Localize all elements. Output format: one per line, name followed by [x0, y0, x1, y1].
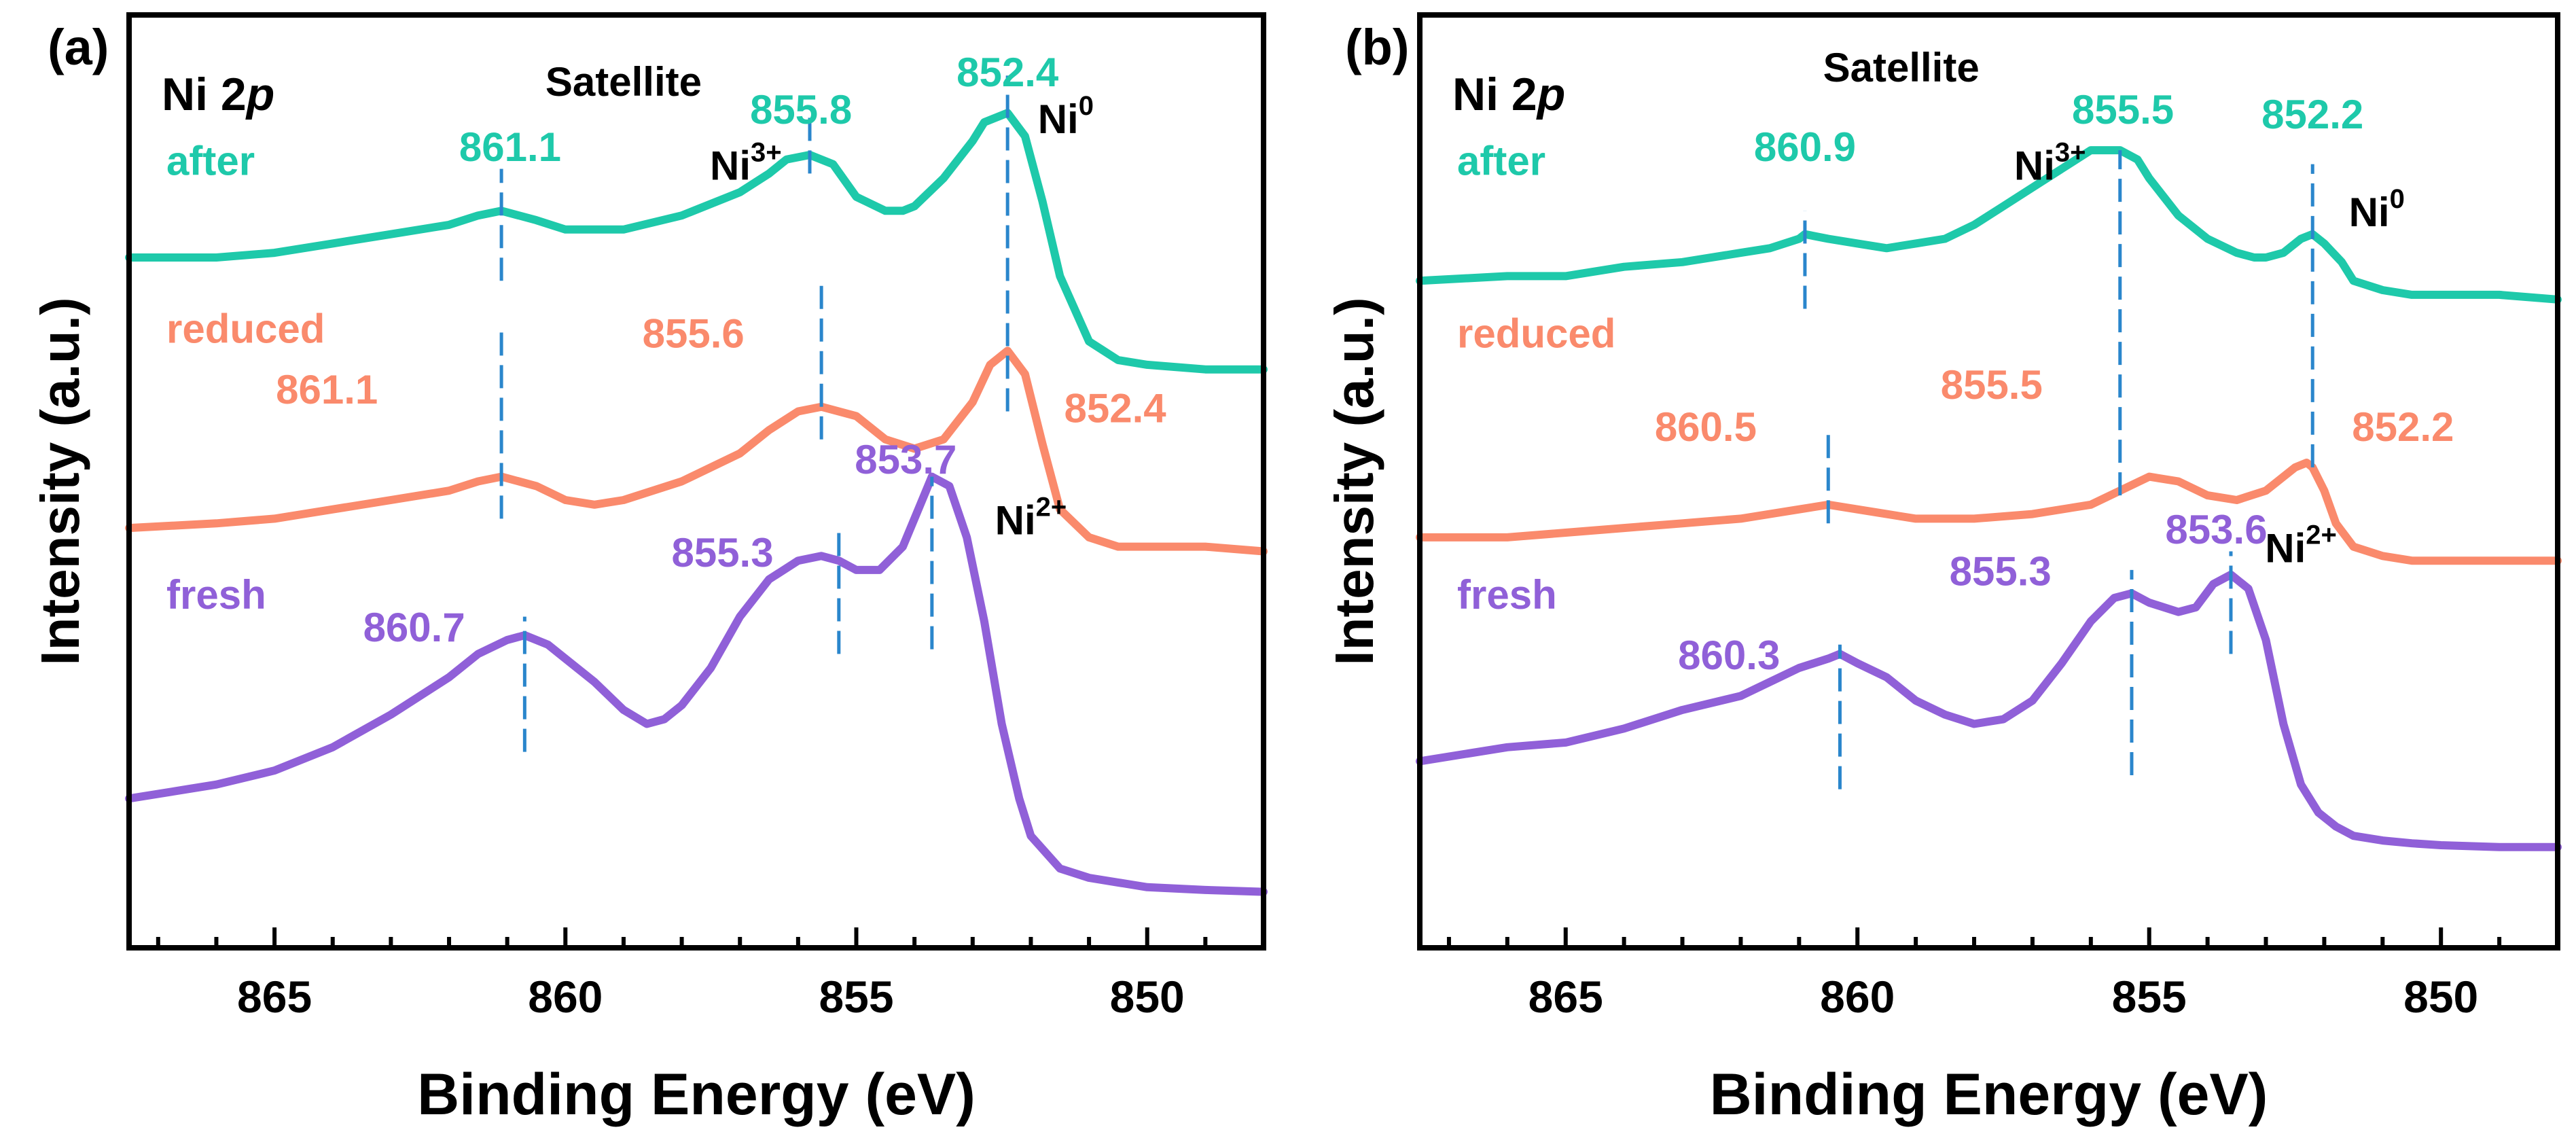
peak-label-fresh-853.6: 853.6	[2165, 507, 2267, 552]
x-axis-label: Binding Energy (eV)	[417, 1062, 976, 1127]
x-tick-label: 855	[819, 972, 893, 1022]
x-tick-label: 865	[1528, 972, 1603, 1022]
panel-b: (b) Intensity (a.u.) Binding Energy (eV) 86…	[1324, 12, 2562, 1127]
panel-label: (b)	[1345, 19, 1410, 75]
x-tick-label: 865	[237, 972, 312, 1022]
panel-title: Ni 2p	[162, 69, 274, 120]
panel-a: (a) Intensity (a.u.) Binding Energy (eV) 86…	[30, 12, 1268, 1127]
x-tick-label: 855	[2112, 972, 2187, 1022]
series-name-after: after	[166, 139, 255, 184]
annotation-ni0: Ni0	[1038, 90, 1094, 141]
peak-label-reduced-855.6: 855.6	[643, 311, 745, 357]
y-axis-label: Intensity (a.u.)	[1324, 297, 1384, 665]
x-tick-label: 860	[528, 972, 603, 1022]
annotation-ni0: Ni0	[2349, 184, 2405, 235]
panel-label: (a)	[48, 19, 109, 75]
series-line-after	[1416, 146, 2562, 304]
peak-label-reduced-852.2: 852.2	[2352, 404, 2454, 450]
annotation-ni3: Ni3+	[710, 137, 782, 188]
peak-label-fresh-855.3: 855.3	[1950, 549, 2052, 594]
plot-frame	[1417, 12, 2560, 951]
annotation-ni2: Ni2+	[995, 492, 1067, 543]
peak-label-after-861.1: 861.1	[459, 124, 561, 170]
x-axis-label: Binding Energy (eV)	[1710, 1062, 2268, 1127]
plot-frame	[126, 12, 1266, 951]
peak-label-after-855.5: 855.5	[2072, 87, 2174, 132]
series-name-reduced: reduced	[166, 306, 325, 352]
panel-title: Ni 2p	[1452, 69, 1565, 120]
peak-label-reduced-861.1: 861.1	[276, 367, 378, 412]
peak-label-fresh-860.3: 860.3	[1678, 633, 1780, 678]
x-tick-label: 850	[2403, 972, 2478, 1022]
series-line-fresh	[1416, 570, 2562, 851]
peak-label-fresh-860.7: 860.7	[363, 605, 465, 650]
series-line-fresh	[125, 472, 1268, 896]
annotation-satellite: Satellite	[1823, 45, 1980, 90]
peak-label-after-855.8: 855.8	[750, 87, 852, 132]
series-line-after	[125, 109, 1268, 374]
peak-label-after-852.4: 852.4	[956, 50, 1059, 95]
series-name-reduced: reduced	[1457, 311, 1615, 357]
peak-label-reduced-852.4: 852.4	[1065, 385, 1167, 431]
y-axis-label: Intensity (a.u.)	[30, 297, 90, 665]
peak-label-reduced-860.5: 860.5	[1655, 404, 1757, 450]
annotation-satellite: Satellite	[545, 59, 702, 105]
series-line-reduced	[1416, 459, 2562, 565]
peak-label-fresh-853.7: 853.7	[855, 437, 956, 482]
series-line-reduced	[125, 347, 1268, 556]
annotation-ni2: Ni2+	[2265, 520, 2337, 571]
peak-label-after-860.9: 860.9	[1754, 124, 1856, 170]
peak-label-reduced-855.5: 855.5	[1941, 362, 2043, 408]
series-name-after: after	[1457, 139, 1545, 184]
series-name-fresh: fresh	[166, 572, 266, 618]
x-tick-label: 850	[1110, 972, 1185, 1022]
series-name-fresh: fresh	[1457, 572, 1557, 618]
peak-label-fresh-855.3: 855.3	[671, 530, 773, 575]
peak-label-after-852.2: 852.2	[2261, 92, 2363, 137]
annotation-ni3: Ni3+	[2014, 137, 2086, 188]
x-tick-label: 860	[1820, 972, 1895, 1022]
